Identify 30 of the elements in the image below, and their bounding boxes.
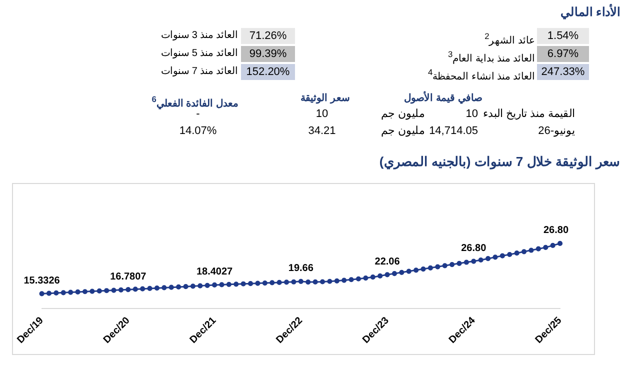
- text: 1.54%: [537, 28, 589, 44]
- text: العائد منذ 7 سنوات: [160, 66, 238, 78]
- text: 247.33%: [537, 64, 589, 80]
- text: 34.21: [307, 125, 337, 137]
- text: 10: [314, 108, 330, 120]
- text: 14.07%: [178, 125, 218, 137]
- text: 26.80: [543, 225, 569, 236]
- data-label: 16.7807: [110, 271, 147, 282]
- data-label: 18.4027: [196, 266, 234, 278]
- text: العائد منذ 5 سنوات: [160, 48, 238, 60]
- text: 152.20%: [241, 64, 295, 80]
- text: 14,714.05: [429, 125, 478, 137]
- text: سعر الوثيقة: [300, 93, 350, 105]
- data-label: 19.66: [288, 263, 314, 274]
- text: 99.39%: [241, 46, 295, 62]
- data-label: 15.3326: [24, 275, 60, 286]
- text: صافي قيمة الأصول: [403, 93, 483, 105]
- data-label: 26.80: [461, 243, 487, 254]
- text: 6.97%: [537, 46, 589, 62]
- text: الأداء المالي: [560, 5, 620, 19]
- data-label: 22.06: [374, 256, 400, 268]
- text: -: [195, 108, 201, 120]
- chart-title: سعر الوثيقة خلال 7 سنوات (بالجنيه المصري): [379, 154, 620, 170]
- text: يونيو-26: [538, 125, 575, 137]
- text: 10: [466, 108, 478, 120]
- text: القيمة منذ تاريخ البدء: [482, 108, 575, 120]
- text: العائد منذ 3 سنوات: [160, 30, 238, 42]
- text: 71.26%: [241, 28, 295, 44]
- text: مليون جم: [380, 125, 425, 137]
- text: مليون جم: [380, 108, 425, 120]
